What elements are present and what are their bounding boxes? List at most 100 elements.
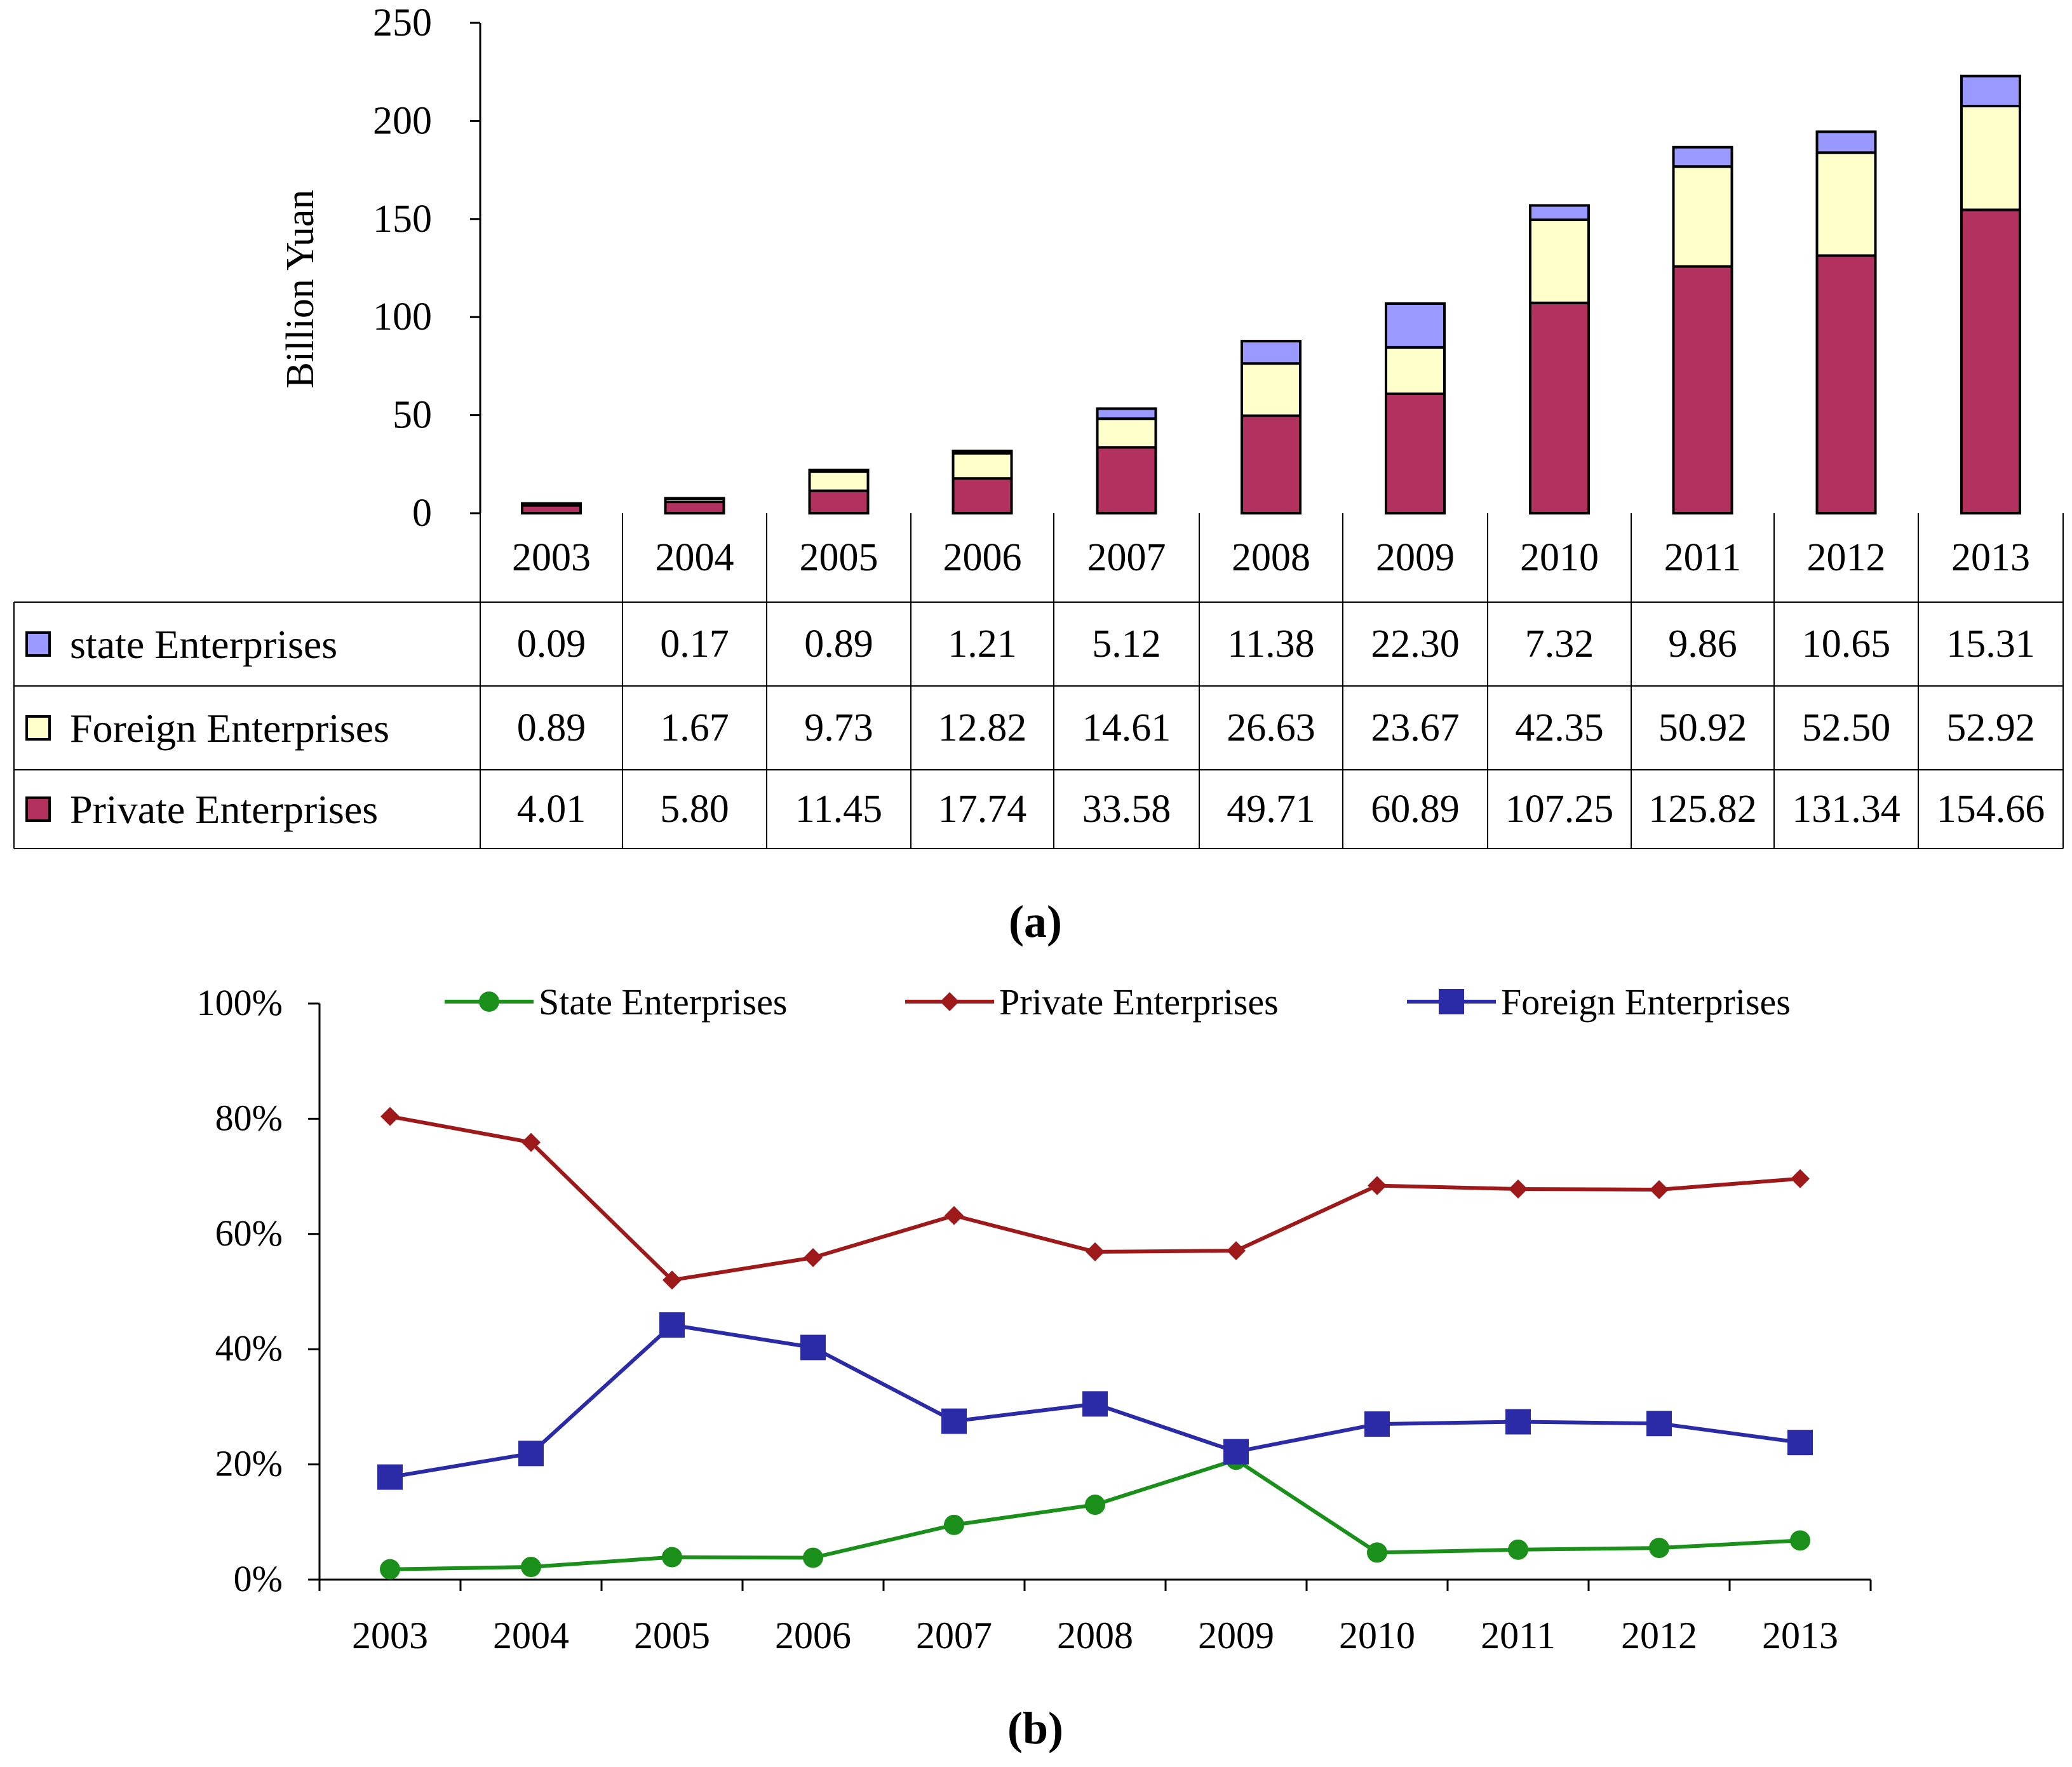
y-tick-label: 50 <box>393 394 432 437</box>
data-point-foreign-enterprises <box>1505 1409 1531 1435</box>
table-cell: 154.66 <box>1937 788 2045 831</box>
bar-private-enterprises <box>1672 265 1733 514</box>
table-cell: 17.74 <box>938 788 1027 831</box>
data-point-private-enterprises <box>804 1247 823 1267</box>
data-point-state-enterprises <box>380 1559 400 1580</box>
legend-swatch-state-enterprises <box>25 631 51 657</box>
y-tick-label: 80% <box>215 1097 283 1138</box>
y-tick-label: 0 <box>412 492 432 535</box>
data-point-state-enterprises <box>521 1557 541 1578</box>
y-tick-label: 100% <box>197 982 283 1023</box>
x-tick-label: 2013 <box>1951 536 2030 579</box>
data-point-private-enterprises <box>1650 1179 1669 1199</box>
bar-foreign-enterprises <box>1096 417 1157 449</box>
data-point-state-enterprises <box>1085 1495 1105 1515</box>
y-axis-label: Billion Yuan <box>279 190 322 389</box>
data-point-state-enterprises <box>1508 1539 1528 1560</box>
table-cell: 0.89 <box>804 622 873 666</box>
legend-label-private-enterprises: Private Enterprises <box>70 787 378 832</box>
line-chart-panel: 0% 20% 40% 60% 80% 100% 2003 2004 2005 2006 2007 20… <box>197 981 1872 1754</box>
table-cell: 42.35 <box>1515 706 1604 749</box>
legend-marker-private-enterprises <box>940 992 959 1011</box>
x-tick-label: 2009 <box>1376 536 1455 579</box>
table-cell: 49.71 <box>1227 788 1315 831</box>
bar-state-enterprises <box>1960 74 2021 107</box>
bar-state-enterprises <box>1815 130 1877 154</box>
bar-private-enterprises <box>1385 392 1446 514</box>
data-point-private-enterprises <box>380 1106 400 1126</box>
y-tick-label: 0% <box>234 1558 283 1599</box>
x-tick-label: 2003 <box>512 536 591 579</box>
x-tick-label: 2006 <box>943 536 1022 579</box>
table-cell: 52.50 <box>1802 706 1891 749</box>
stacked-bars <box>521 74 2021 515</box>
data-point-foreign-enterprises <box>518 1441 544 1467</box>
bar-foreign-enterprises <box>1815 151 1877 257</box>
data-point-foreign-enterprises <box>1082 1391 1108 1417</box>
x-tick-label: 2012 <box>1621 1615 1697 1656</box>
x-tick-label: 2010 <box>1520 536 1599 579</box>
table-cell: 52.92 <box>1946 706 2035 749</box>
bar-foreign-enterprises <box>1672 165 1733 268</box>
legend-label-state-enterprises: state Enterprises <box>70 622 337 667</box>
table-cell: 14.61 <box>1082 706 1171 749</box>
x-tick-label: 2003 <box>352 1615 428 1656</box>
data-point-private-enterprises <box>1086 1242 1105 1261</box>
x-tick-label: 2009 <box>1198 1615 1274 1656</box>
bar-private-enterprises <box>1096 446 1157 514</box>
bar-foreign-enterprises <box>1960 104 2021 212</box>
x-tick-label: 2004 <box>493 1615 569 1656</box>
legend-marker-foreign-enterprises <box>1439 989 1464 1014</box>
x-tick-label: 2007 <box>1087 536 1166 579</box>
data-point-state-enterprises <box>662 1547 682 1568</box>
table-cell: 50.92 <box>1658 706 1747 749</box>
bar-state-enterprises <box>808 468 870 473</box>
legend-swatch-foreign-enterprises <box>25 715 51 741</box>
data-point-private-enterprises <box>1791 1169 1810 1188</box>
bar-foreign-enterprises <box>808 470 870 492</box>
x-tick-label: 2006 <box>775 1615 851 1656</box>
table-cell: 22.30 <box>1371 622 1460 666</box>
x-tick-label: 2005 <box>800 536 878 579</box>
legend: State Enterprises Private Enterprises Fore… <box>445 981 1791 1023</box>
bar-state-enterprises <box>1096 407 1157 420</box>
y-tick-label: 60% <box>215 1213 283 1254</box>
legend-swatch-private-enterprises <box>25 796 51 822</box>
table-cell: 26.63 <box>1227 706 1315 749</box>
x-tick-label: 2008 <box>1232 536 1310 579</box>
data-point-foreign-enterprises <box>1646 1411 1672 1437</box>
bar-private-enterprises <box>664 501 725 514</box>
table-cell: 0.89 <box>517 706 586 749</box>
bar-foreign-enterprises <box>1529 218 1590 304</box>
panel-label-a: (a) <box>1009 896 1062 947</box>
bar-state-enterprises <box>1241 340 1302 365</box>
bar-state-enterprises <box>952 449 1013 455</box>
x-tick-label: 2012 <box>1807 536 1886 579</box>
y-tick-label: 20% <box>215 1443 283 1484</box>
panel-label-b: (b) <box>1007 1703 1063 1754</box>
bar-private-enterprises <box>1960 208 2021 514</box>
table-cell: 7.32 <box>1525 622 1594 666</box>
data-point-state-enterprises <box>1790 1530 1810 1551</box>
x-tick-label: 2004 <box>656 536 734 579</box>
table-cell: 107.25 <box>1505 788 1614 831</box>
data-point-foreign-enterprises <box>659 1312 685 1338</box>
bar-private-enterprises <box>808 489 870 514</box>
table-cell: 1.21 <box>948 622 1017 666</box>
table-cell: 23.67 <box>1371 706 1460 749</box>
data-point-private-enterprises <box>945 1206 964 1225</box>
x-tick-label: 2007 <box>916 1615 992 1656</box>
x-tick-label: 2011 <box>1664 536 1742 579</box>
bar-private-enterprises <box>1241 414 1302 515</box>
bar-state-enterprises <box>1385 302 1446 349</box>
data-point-foreign-enterprises <box>941 1408 967 1434</box>
table-cell: 33.58 <box>1082 788 1171 831</box>
bar-foreign-enterprises <box>1241 362 1302 417</box>
x-tick-label: 2008 <box>1057 1615 1133 1656</box>
bar-private-enterprises <box>952 477 1013 514</box>
table-cell: 0.09 <box>517 622 586 666</box>
y-tick-label: 250 <box>373 1 432 44</box>
bar-foreign-enterprises <box>1385 346 1446 395</box>
